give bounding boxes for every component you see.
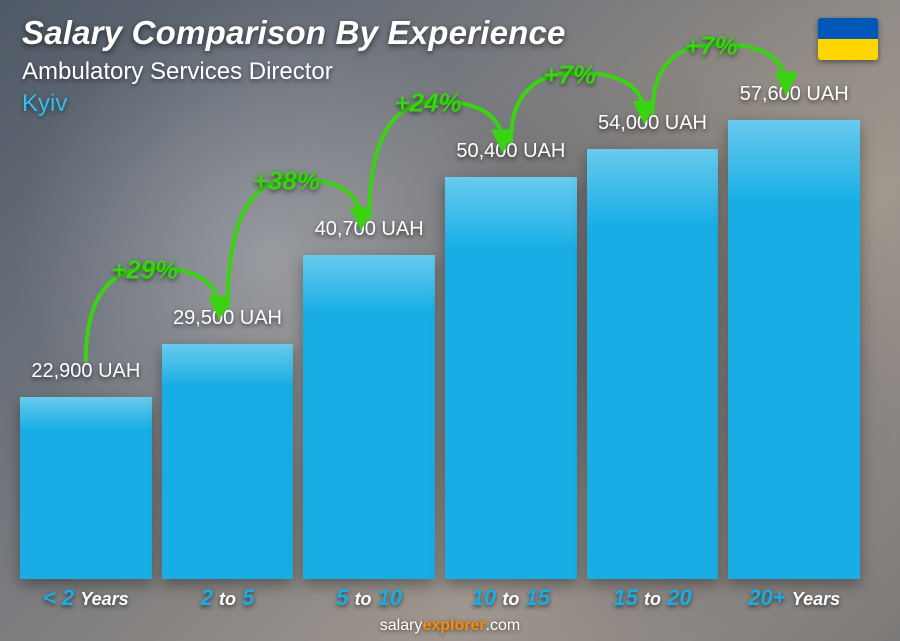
flag-ukraine (818, 18, 878, 60)
chart-subtitle: Ambulatory Services Director (22, 58, 566, 86)
bar (162, 344, 294, 579)
x-axis-label: 2 to 5 (162, 585, 294, 611)
content-layer: Salary Comparison By Experience Ambulato… (0, 0, 900, 641)
x-axis-label: < 2 Years (20, 585, 152, 611)
bar-chart: 22,900 UAH29,500 UAH40,700 UAH50,400 UAH… (20, 101, 860, 579)
bar-value-label: 40,700 UAH (279, 218, 459, 241)
bar-value-label: 22,900 UAH (0, 360, 176, 383)
bar-value-label: 57,600 UAH (704, 83, 884, 106)
bar (445, 177, 577, 579)
stage: Salary Comparison By Experience Ambulato… (0, 0, 900, 641)
footer-suffix: .com (486, 617, 521, 634)
x-axis-label: 20+ Years (728, 585, 860, 611)
chart-title: Salary Comparison By Experience (22, 14, 566, 52)
flag-top-stripe (818, 18, 878, 39)
bar-column: 54,000 UAH (587, 149, 719, 579)
bar-column: 22,900 UAH (20, 397, 152, 579)
footer-attribution: salaryexplorer.com (0, 617, 900, 635)
bar-value-label: 29,500 UAH (138, 307, 318, 330)
x-axis-label: 10 to 15 (445, 585, 577, 611)
increase-pct-label: +38% (253, 165, 320, 196)
bar-column: 40,700 UAH (303, 255, 435, 579)
bar (303, 255, 435, 579)
increase-pct-label: +7% (685, 31, 738, 62)
bar-column: 50,400 UAH (445, 177, 577, 579)
bar (20, 397, 152, 579)
bar-value-label: 54,000 UAH (563, 112, 743, 135)
x-axis-label: 5 to 10 (303, 585, 435, 611)
footer-highlight: explorer (422, 617, 485, 634)
bar (728, 120, 860, 579)
increase-pct-label: +7% (543, 59, 596, 90)
bar-column: 29,500 UAH (162, 344, 294, 579)
footer-prefix: salary (380, 617, 423, 634)
increase-pct-label: +29% (111, 254, 178, 285)
bar (587, 149, 719, 579)
increase-pct-label: +24% (394, 88, 461, 119)
x-axis-label: 15 to 20 (587, 585, 719, 611)
bar-value-label: 50,400 UAH (421, 140, 601, 163)
x-axis-labels: < 2 Years 2 to 5 5 to 10 10 to 15 15 to 20 20… (20, 585, 860, 611)
bar-column: 57,600 UAH (728, 120, 860, 579)
flag-bottom-stripe (818, 39, 878, 60)
